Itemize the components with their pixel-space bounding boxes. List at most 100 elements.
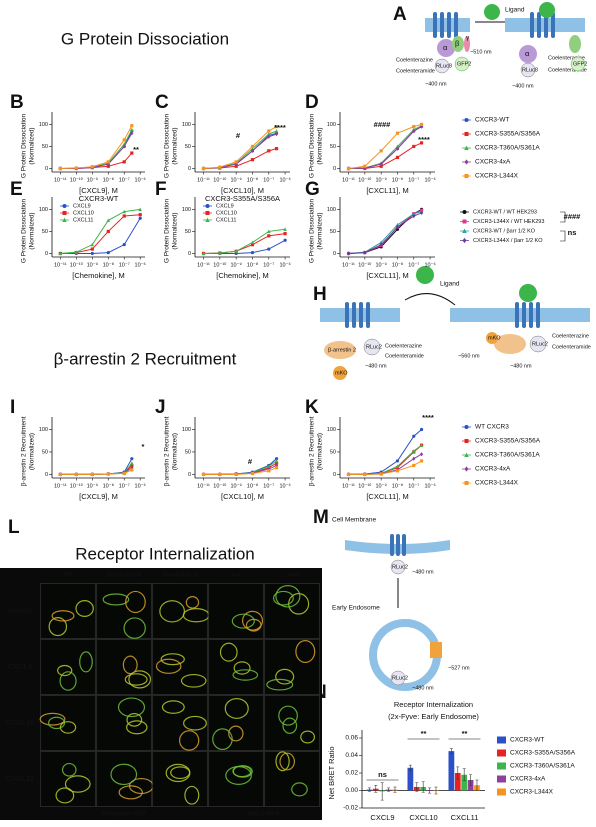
cell [282, 717, 298, 734]
legend-marker [464, 145, 469, 150]
point [250, 148, 255, 153]
y-tick-label: 0.00 [345, 787, 358, 794]
legend-marker [464, 439, 469, 443]
point [395, 459, 400, 463]
label: Cell Membrane [332, 517, 376, 524]
annotation: ** [462, 729, 468, 738]
y-tick-label: 100 [182, 427, 191, 433]
legend-swatch [497, 749, 506, 757]
cell [59, 671, 77, 691]
cell [224, 698, 249, 719]
legend-label: CXCL10 [73, 210, 94, 216]
diagram-a: Ligand α β γ Coelenterazine Coelenterami… [396, 2, 587, 89]
y-axis-label: (Normalized) [317, 212, 324, 249]
arrestin [324, 341, 356, 359]
gfp [570, 56, 586, 72]
y-axis-label: G Protein Dissociation [21, 113, 28, 178]
point [106, 160, 110, 164]
x-tick-label: 10⁻¹⁰ [70, 482, 84, 489]
x-axis-label: [CXCL10], M [221, 186, 264, 195]
ligand [519, 284, 537, 302]
point [412, 128, 416, 134]
arrestin [494, 334, 526, 354]
y-tick-label: 50 [185, 229, 191, 235]
label: RLuc2 [392, 564, 408, 570]
cell [295, 640, 316, 664]
x-tick-label: 10⁻⁸ [103, 482, 114, 489]
cell [160, 653, 185, 666]
x-tick-label: 10⁻⁹ [230, 261, 241, 268]
channel-label: Receptor-GFP [102, 811, 146, 818]
label: ~400 nm [425, 81, 447, 87]
panel-label: J [155, 397, 166, 418]
point [274, 132, 279, 137]
point [267, 134, 271, 139]
point [130, 131, 134, 136]
legend-label: CXCR3-L344X [475, 480, 519, 487]
y-tick-label: 100 [327, 207, 336, 213]
legend-marker [464, 118, 469, 122]
point [201, 251, 206, 256]
label: Ligand [440, 281, 460, 288]
panel-label: A [393, 4, 407, 25]
point [74, 472, 78, 477]
point [250, 471, 255, 476]
point [267, 469, 271, 473]
x-axis-label: [CXCL11], M [366, 271, 408, 280]
x-tick-label: 10⁻⁹ [375, 261, 386, 268]
label: α [525, 49, 530, 58]
label: β-arrestin 2 [328, 347, 356, 353]
x-tick-label: 10⁻⁹ [87, 176, 98, 183]
label: ~560 nm [458, 353, 480, 359]
point [74, 166, 78, 170]
y-axis-label: (Normalized) [317, 127, 324, 164]
legend-label: CXCR3-WT / WT HEK293 [473, 209, 537, 215]
cell [123, 617, 146, 639]
point [122, 471, 126, 476]
point [395, 146, 400, 151]
legend-marker [462, 237, 467, 244]
legend-marker [464, 159, 469, 165]
cell-image [40, 695, 96, 751]
error-bar [462, 768, 466, 782]
point [90, 242, 95, 247]
bar [454, 773, 461, 791]
point [74, 250, 79, 254]
y-tick-label: 100 [182, 122, 191, 128]
x-tick-label: 10⁻¹¹ [342, 177, 355, 183]
y-axis-label: (Normalized) [29, 433, 36, 470]
x-tick-label: 10⁻⁸ [392, 176, 403, 183]
x-tick-label: 10⁻¹⁰ [213, 482, 227, 489]
mko [333, 366, 347, 380]
point [267, 247, 271, 251]
y-tick-label: 100 [327, 122, 336, 128]
point [130, 468, 134, 472]
legend-label: CXCR3-4xA [510, 776, 546, 783]
cell [75, 599, 94, 617]
x-tick-label: 10⁻⁶ [279, 482, 290, 489]
point [412, 449, 416, 453]
label: Coelenterazine [548, 55, 585, 61]
y-axis-label: (Normalized) [172, 127, 179, 164]
cell [110, 763, 138, 786]
cell [117, 697, 146, 718]
label: Early Endosome [332, 605, 380, 612]
ligand [539, 2, 555, 18]
bar [461, 774, 468, 791]
legend-marker [62, 204, 67, 208]
legend-label: CXCR3-4xA [475, 159, 511, 166]
point [250, 144, 255, 149]
curve [60, 208, 141, 254]
x-tick-label: 10⁻⁶ [424, 176, 435, 183]
receptor [345, 302, 370, 328]
point [234, 164, 238, 168]
ligand [416, 266, 434, 284]
point [218, 251, 222, 255]
x-tick-label: 10⁻⁹ [87, 261, 98, 268]
x-tick-label: 10⁻⁶ [424, 482, 435, 489]
x-tick-label: 10⁻¹⁰ [358, 176, 372, 183]
x-tick-label: 10⁻⁸ [247, 482, 258, 489]
g-beta [452, 36, 464, 52]
row-header: CXCL9 [8, 662, 33, 671]
